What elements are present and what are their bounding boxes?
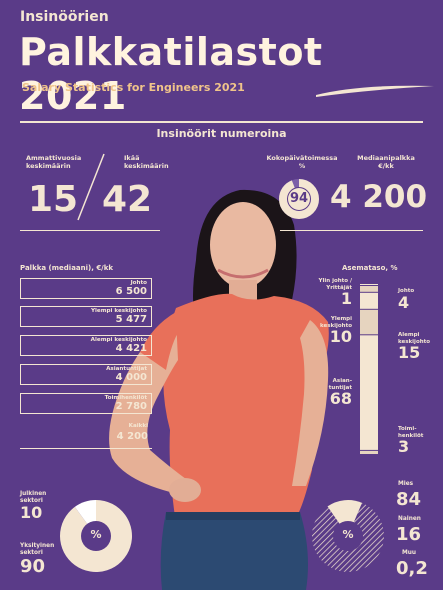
salary-row-value: 4 200 <box>116 431 148 442</box>
position-item-value: 15 <box>398 343 421 363</box>
public-sector-label: Julkinen sektori <box>20 491 47 504</box>
salary-row-label: Alempi keskijohto <box>90 337 147 343</box>
salary-row-label: Asiantuntijat <box>106 366 147 372</box>
salary-row: Johto 6 500 <box>20 278 152 299</box>
position-item: Asian- tuntijat 68 <box>300 378 352 407</box>
private-sector-value: 90 <box>20 556 46 577</box>
male-value: 84 <box>396 489 422 510</box>
salary-row-value: 4 000 <box>115 372 147 383</box>
stats-underline-right <box>280 230 423 231</box>
private-sector-label: Yksityinen sektori <box>20 543 55 556</box>
salary-row-label: Kaikki <box>128 423 148 429</box>
sector-center: % <box>90 528 102 541</box>
swoosh-decoration <box>316 85 434 97</box>
salary-row-value: 6 500 <box>115 286 147 297</box>
female-slice <box>327 500 363 536</box>
salary-row: Asiantuntijat 4 000 <box>20 364 152 385</box>
position-bar <box>360 284 378 454</box>
salary-row-total: Kaikki 4 200 <box>20 422 152 443</box>
salary-row-label: Johto <box>130 280 147 286</box>
position-item-value: 1 <box>340 289 352 309</box>
position-bar-segment <box>360 335 378 450</box>
salary-underline <box>20 448 152 449</box>
female-value: 16 <box>396 524 422 545</box>
age-label: Ikää keskimäärin <box>124 154 169 170</box>
position-heading: Asemataso, % <box>342 264 398 272</box>
salary-row-label: Toimihenkilöt <box>104 395 147 401</box>
position-bar-segment <box>360 309 378 335</box>
page-subtitle: Salary Statistics for Engineers 2021 <box>22 81 245 94</box>
fulltime-value: 94 <box>289 191 309 206</box>
position-item-label: Toimi- henkilöt <box>398 426 424 439</box>
fulltime-donut <box>279 179 319 219</box>
position-bar-segment <box>360 286 378 292</box>
salary-row-value: 4 421 <box>115 343 147 354</box>
public-sector-value: 10 <box>20 503 43 522</box>
page-title: Palkkatilastot 2021 <box>19 30 323 118</box>
position-item-value: 3 <box>398 437 410 457</box>
other-label: Muu <box>402 550 417 556</box>
salary-row-label: Ylempi keskijohto <box>90 308 147 314</box>
position-item-value: 68 <box>329 389 352 409</box>
position-item-label: Asian- tuntijat <box>328 378 352 391</box>
age-value: 42 <box>102 179 153 220</box>
position-item-label: Johto <box>398 288 415 294</box>
gender-center: % <box>342 528 354 541</box>
position-item-value: 4 <box>398 292 410 312</box>
position-bar-segment <box>360 292 378 309</box>
position-bar-segment <box>360 284 378 285</box>
position-item: Ylempi keskijohto 10 <box>300 316 352 345</box>
salary-row: Ylempi keskijohto 5 477 <box>20 306 152 327</box>
position-item-label: Ylin johto / Yrittäjät <box>318 278 353 291</box>
female-label: Nainen <box>398 516 421 522</box>
other-value: 0,2 <box>396 558 428 579</box>
section-divider-top <box>20 121 423 123</box>
position-item-label: Alempi keskijohto <box>398 332 431 345</box>
fulltime-label: Kokopäivätoimessa % <box>266 154 338 170</box>
male-label: Mies <box>398 481 414 487</box>
stats-underline-left <box>20 230 160 231</box>
position-item-value: 10 <box>329 327 352 347</box>
section-title: Insinöörit numeroina <box>156 127 287 140</box>
salary-heading: Palkka (mediaani), €/kk <box>20 264 114 272</box>
kicker-title: Insinöörien <box>20 9 109 25</box>
position-item: Alempi keskijohto 15 <box>398 332 430 361</box>
salary-row-value: 5 477 <box>115 314 147 325</box>
position-item: Ylin johto / Yrittäjät 1 <box>300 278 353 309</box>
sector-donut <box>60 500 132 572</box>
median-value: 4 200 <box>330 179 428 215</box>
position-bar-segment <box>360 450 378 454</box>
position-item: Johto 4 <box>398 288 414 311</box>
experience-value: 15 <box>28 179 79 220</box>
median-label: Mediaanipalkka €/kk <box>357 154 415 170</box>
salary-row: Toimihenkilöt 2 780 <box>20 393 152 414</box>
position-item-label: Ylempi keskijohto <box>319 316 352 329</box>
experience-label: Ammattivuosia keskimäärin <box>26 154 82 170</box>
slash-divider <box>77 153 105 221</box>
gender-donut <box>312 500 384 572</box>
salary-row-value: 2 780 <box>115 401 147 412</box>
position-item: Toimi- henkilöt 3 <box>398 426 423 455</box>
salary-row: Alempi keskijohto 4 421 <box>20 335 152 356</box>
